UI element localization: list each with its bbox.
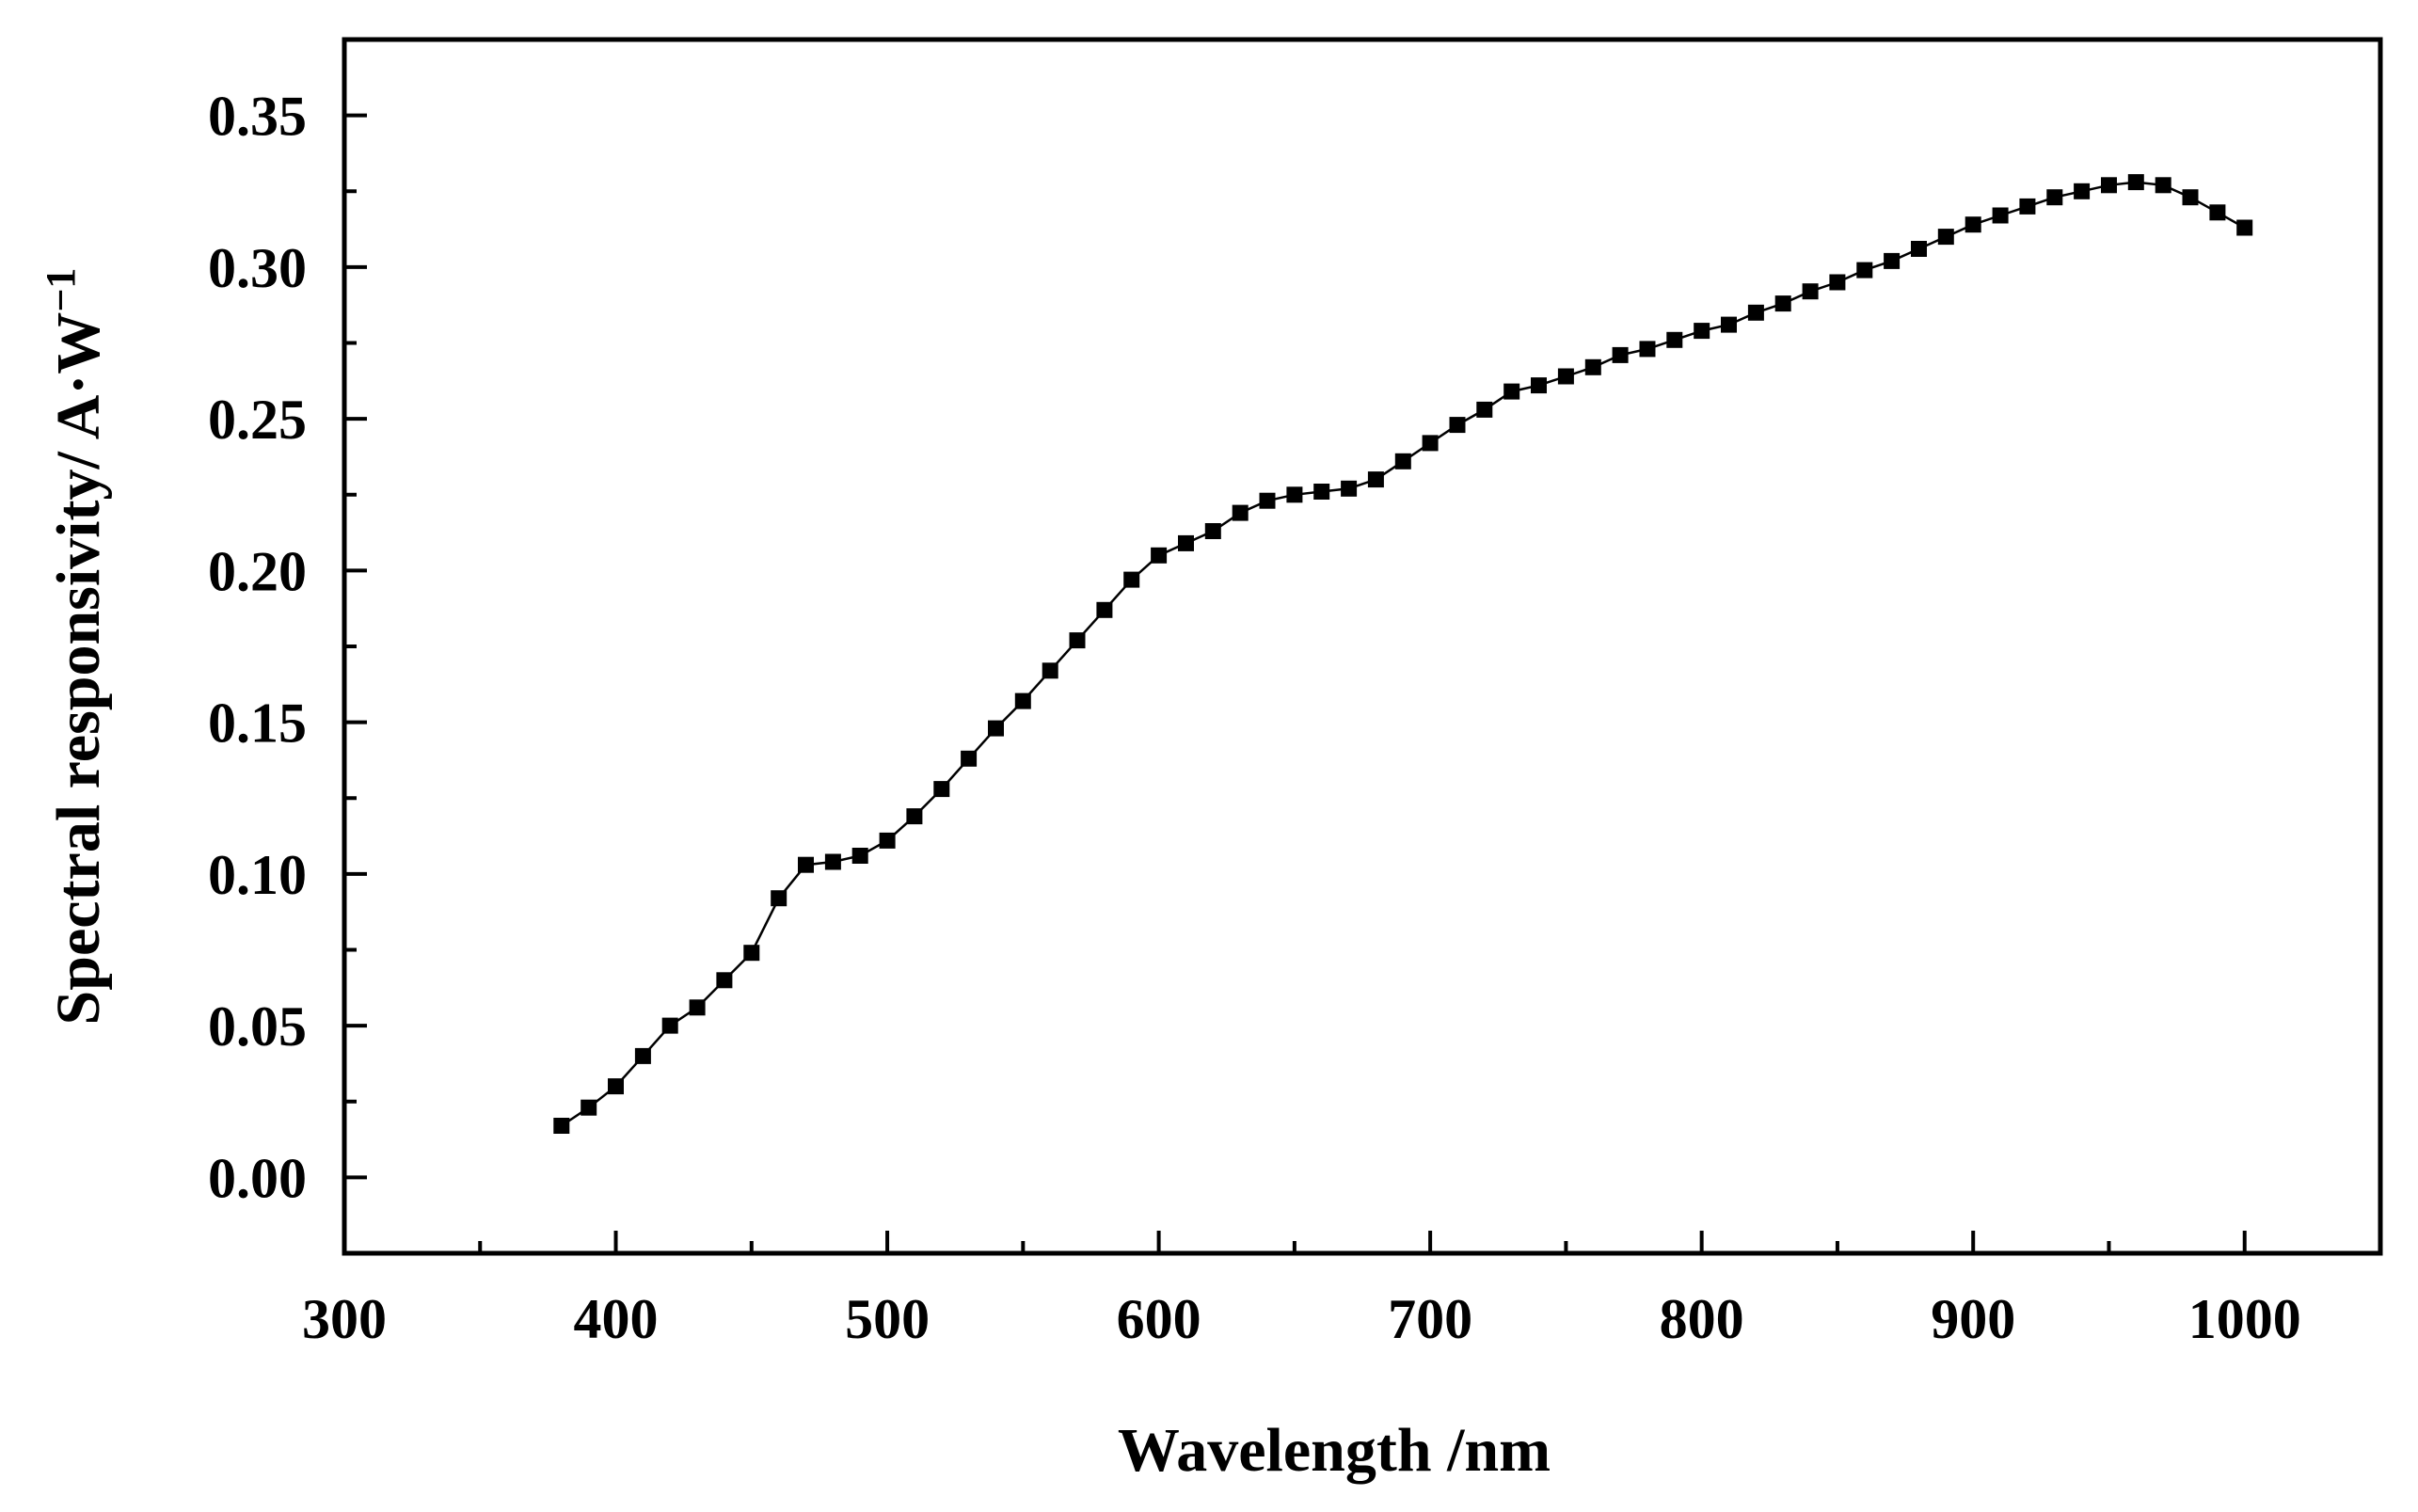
data-point xyxy=(1151,547,1168,564)
data-point xyxy=(743,945,760,962)
data-point xyxy=(2182,189,2199,206)
data-point xyxy=(906,808,923,825)
data-point xyxy=(771,890,787,907)
y-tick-label: 0.05 xyxy=(208,995,307,1058)
data-point xyxy=(1937,229,1954,246)
data-point xyxy=(2209,204,2226,221)
series-line xyxy=(561,181,2246,1127)
data-point xyxy=(2046,189,2063,206)
y-tick-label: 0.30 xyxy=(208,237,307,299)
data-point xyxy=(1856,262,1873,279)
data-point xyxy=(851,848,868,864)
y-tick-label: 0.00 xyxy=(208,1147,307,1209)
plot-frame xyxy=(342,37,2383,1256)
y-tick-label: 0.20 xyxy=(208,540,307,602)
data-point xyxy=(1042,662,1058,679)
data-point xyxy=(988,720,1004,737)
data-point xyxy=(1774,295,1791,312)
data-point xyxy=(634,1047,651,1064)
data-point xyxy=(1503,383,1520,400)
data-point xyxy=(1694,323,1710,340)
y-axis-title-exponent: −1 xyxy=(38,268,84,312)
data-point xyxy=(716,972,733,989)
y-tick-label: 0.15 xyxy=(208,692,307,755)
data-point xyxy=(2019,198,2036,215)
data-point xyxy=(553,1118,570,1134)
data-point xyxy=(1666,331,1683,348)
data-point xyxy=(1014,692,1031,709)
x-tick-label: 700 xyxy=(1388,1288,1472,1350)
data-point xyxy=(1612,346,1629,363)
data-point xyxy=(1584,358,1601,375)
data-point xyxy=(798,856,814,873)
data-point xyxy=(1341,480,1358,497)
data-point xyxy=(1449,417,1466,434)
data-point xyxy=(1367,471,1384,488)
y-axis-title-main: Spectral responsivity/ A·W xyxy=(44,312,113,1026)
data-point xyxy=(1992,207,2009,224)
y-tick-label: 0.10 xyxy=(208,844,307,906)
x-axis-tick-labels: 300 400 500 600 700 800 900 1000 xyxy=(302,1288,2301,1350)
x-axis-title: Wavelength /nm xyxy=(1118,1416,1551,1485)
x-tick-label: 400 xyxy=(574,1288,659,1350)
x-tick-label: 600 xyxy=(1117,1288,1201,1350)
data-point xyxy=(1422,435,1439,452)
data-point xyxy=(824,853,841,870)
data-point xyxy=(1178,534,1194,551)
data-point xyxy=(1232,504,1249,521)
data-point xyxy=(2101,177,2117,194)
data-point xyxy=(2074,183,2091,199)
data-point xyxy=(1802,283,1819,300)
data-point xyxy=(2155,177,2171,194)
x-tick-label: 300 xyxy=(302,1288,387,1350)
y-axis-title: Spectral responsivity/ A·W−1 xyxy=(38,268,113,1026)
data-point xyxy=(2127,174,2144,191)
y-tick-label: 0.35 xyxy=(208,86,307,148)
data-point xyxy=(1884,252,1901,269)
x-tick-label: 800 xyxy=(1660,1288,1744,1350)
data-point xyxy=(581,1099,597,1116)
data-point xyxy=(689,999,706,1016)
data-point xyxy=(1096,601,1113,618)
data-point xyxy=(1069,632,1086,649)
data-point xyxy=(1721,316,1737,333)
y-axis-ticks xyxy=(344,113,367,1180)
data-point xyxy=(1965,216,1981,233)
data-point xyxy=(1394,453,1411,470)
y-tick-label: 0.25 xyxy=(208,389,307,451)
data-point xyxy=(1747,304,1764,321)
x-axis-ticks xyxy=(342,1231,2247,1253)
data-point xyxy=(961,750,978,767)
data-point xyxy=(1123,571,1140,588)
data-point xyxy=(1829,274,1846,291)
x-tick-label: 500 xyxy=(845,1288,930,1350)
series-markers xyxy=(553,174,2253,1134)
data-point xyxy=(1639,341,1656,358)
data-point xyxy=(1313,484,1330,500)
data-point xyxy=(1259,492,1276,509)
data-point xyxy=(1476,401,1493,418)
data-point xyxy=(933,781,950,798)
data-point xyxy=(1557,368,1574,385)
data-point xyxy=(1286,486,1303,503)
data-point xyxy=(1911,241,1927,257)
data-point xyxy=(1204,523,1221,539)
data-point xyxy=(1531,377,1547,394)
data-point xyxy=(608,1078,624,1095)
data-point xyxy=(661,1017,678,1034)
data-point xyxy=(879,832,896,849)
x-tick-label: 900 xyxy=(1931,1288,2015,1350)
x-tick-label: 1000 xyxy=(2188,1288,2301,1350)
y-axis-tick-labels: 0.00 0.05 0.10 0.15 0.20 0.25 0.30 0.35 xyxy=(208,86,307,1210)
data-point xyxy=(2236,219,2253,236)
